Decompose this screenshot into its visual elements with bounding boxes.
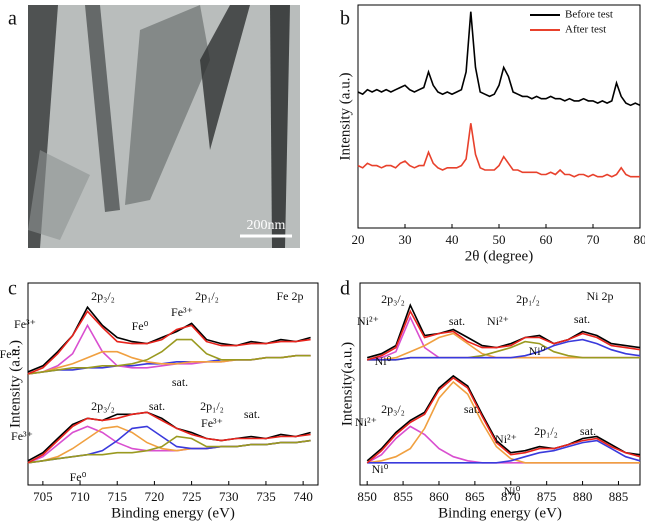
x-tick-label: 860 bbox=[429, 489, 449, 504]
x-tick-label: 875 bbox=[537, 489, 557, 504]
annotation: Ni⁰ bbox=[504, 484, 521, 498]
nanosheet bbox=[125, 5, 210, 205]
plot-frame bbox=[27, 282, 319, 486]
spectrum-line bbox=[27, 338, 311, 375]
x-tick-label: 850 bbox=[357, 489, 377, 504]
spectrum-line bbox=[27, 435, 311, 464]
x-tick-label: 705 bbox=[33, 489, 53, 504]
nanosheet bbox=[28, 150, 90, 240]
annotation: 2p₃/₂ bbox=[381, 292, 405, 306]
x-tick-label: 880 bbox=[573, 489, 593, 504]
annotation: 2p₁/₂ bbox=[516, 292, 540, 306]
spectrum-line bbox=[27, 323, 311, 375]
annotation: Fe³⁺ bbox=[14, 317, 36, 331]
annotation: Fe³⁺ bbox=[201, 416, 223, 430]
x-tick-label: 725 bbox=[182, 489, 202, 504]
panel-label: b bbox=[340, 8, 350, 30]
panel-label: c bbox=[8, 278, 17, 300]
x-tick-label: 50 bbox=[493, 232, 506, 247]
x-tick-label: 730 bbox=[219, 489, 239, 504]
x-tick-label: 40 bbox=[446, 232, 459, 247]
annotation: Ni²⁺ bbox=[355, 415, 377, 429]
x-tick-label: 735 bbox=[256, 489, 276, 504]
annotation: Ni⁰ bbox=[375, 354, 392, 368]
annotation: sat. bbox=[172, 375, 188, 389]
x-tick-label: 20 bbox=[352, 232, 365, 247]
tem-image bbox=[28, 5, 300, 248]
annotation: sat. bbox=[449, 314, 465, 328]
y-axis-label: Intensity (a.u.) bbox=[7, 340, 23, 428]
annotation: sat. bbox=[574, 312, 590, 326]
x-axis-label: Binding energy (eV) bbox=[111, 505, 235, 521]
annotation: Ni²⁺ bbox=[357, 314, 379, 328]
panel-label: d bbox=[340, 278, 350, 300]
annotation: 2p₁/₂ bbox=[195, 289, 219, 303]
spectrum-line bbox=[27, 411, 311, 462]
annotation: sat. bbox=[464, 402, 480, 416]
annotation: 2p₃/₂ bbox=[381, 402, 405, 416]
spectrum-line bbox=[27, 411, 311, 464]
x-tick-label: 80 bbox=[634, 232, 645, 247]
spectrum-line bbox=[367, 439, 641, 464]
spectrum-line bbox=[367, 338, 641, 361]
x-tick-label: 865 bbox=[465, 489, 485, 504]
annotation: Ni⁰ bbox=[372, 462, 389, 476]
spectrum-line bbox=[366, 309, 641, 361]
x-tick-label: 70 bbox=[587, 232, 600, 247]
annotation: Fe³⁺ bbox=[171, 305, 193, 319]
scale-bar-label: 200nm bbox=[247, 218, 286, 233]
nanosheet bbox=[200, 5, 250, 150]
plot-frame bbox=[359, 282, 641, 486]
spectrum-line bbox=[366, 374, 641, 462]
annotation: Fe³⁺ bbox=[11, 429, 33, 443]
annotation: sat. bbox=[580, 424, 596, 438]
x-tick-label: 855 bbox=[393, 489, 413, 504]
annotation: 2p₁/₂ bbox=[534, 424, 558, 438]
spectrum-line bbox=[366, 376, 641, 464]
x-tick-label: 60 bbox=[540, 232, 553, 247]
annotation: 2p₁/₂ bbox=[200, 399, 224, 413]
x-tick-label: 885 bbox=[609, 489, 629, 504]
plot-frame bbox=[357, 4, 641, 229]
legend-label: Before test bbox=[565, 9, 613, 21]
spectrum-line bbox=[357, 123, 640, 178]
spectrum-line bbox=[366, 303, 641, 359]
panel-label: a bbox=[8, 8, 17, 30]
x-axis-label: 2θ (degree) bbox=[465, 248, 533, 264]
annotation: Fe⁰ bbox=[132, 319, 149, 333]
annotation: 2p₃/₂ bbox=[91, 399, 115, 413]
spectrum-line bbox=[367, 380, 640, 464]
annotation: 2p₃/₂ bbox=[91, 289, 115, 303]
x-tick-label: 710 bbox=[70, 489, 90, 504]
x-tick-label: 720 bbox=[145, 489, 165, 504]
annotation: Fe⁰ bbox=[70, 470, 87, 484]
annotation: Ni²⁺ bbox=[487, 314, 509, 328]
annotation: sat. bbox=[244, 407, 260, 421]
annotation: Ni²⁺ bbox=[495, 432, 517, 446]
y-axis-label: Intensity(a.u.) bbox=[339, 342, 355, 426]
annotation: Ni 2p bbox=[587, 289, 614, 303]
x-axis-label: Binding energy (eV) bbox=[438, 505, 562, 521]
annotation: Fe 2p bbox=[277, 289, 304, 303]
x-tick-label: 715 bbox=[107, 489, 127, 504]
spectrum-line bbox=[357, 11, 641, 107]
nanosheet bbox=[85, 5, 120, 212]
nanosheet bbox=[270, 5, 290, 248]
spectrum-line bbox=[27, 309, 311, 375]
annotation: sat. bbox=[149, 399, 165, 413]
y-axis-label: Intensity (a.u.) bbox=[337, 73, 353, 161]
legend-label: After test bbox=[565, 24, 606, 36]
x-tick-label: 870 bbox=[501, 489, 521, 504]
x-tick-label: 740 bbox=[293, 489, 313, 504]
annotation: Ni⁰ bbox=[529, 344, 546, 358]
annotation: Fe⁰ bbox=[0, 347, 17, 361]
x-tick-label: 30 bbox=[399, 232, 412, 247]
